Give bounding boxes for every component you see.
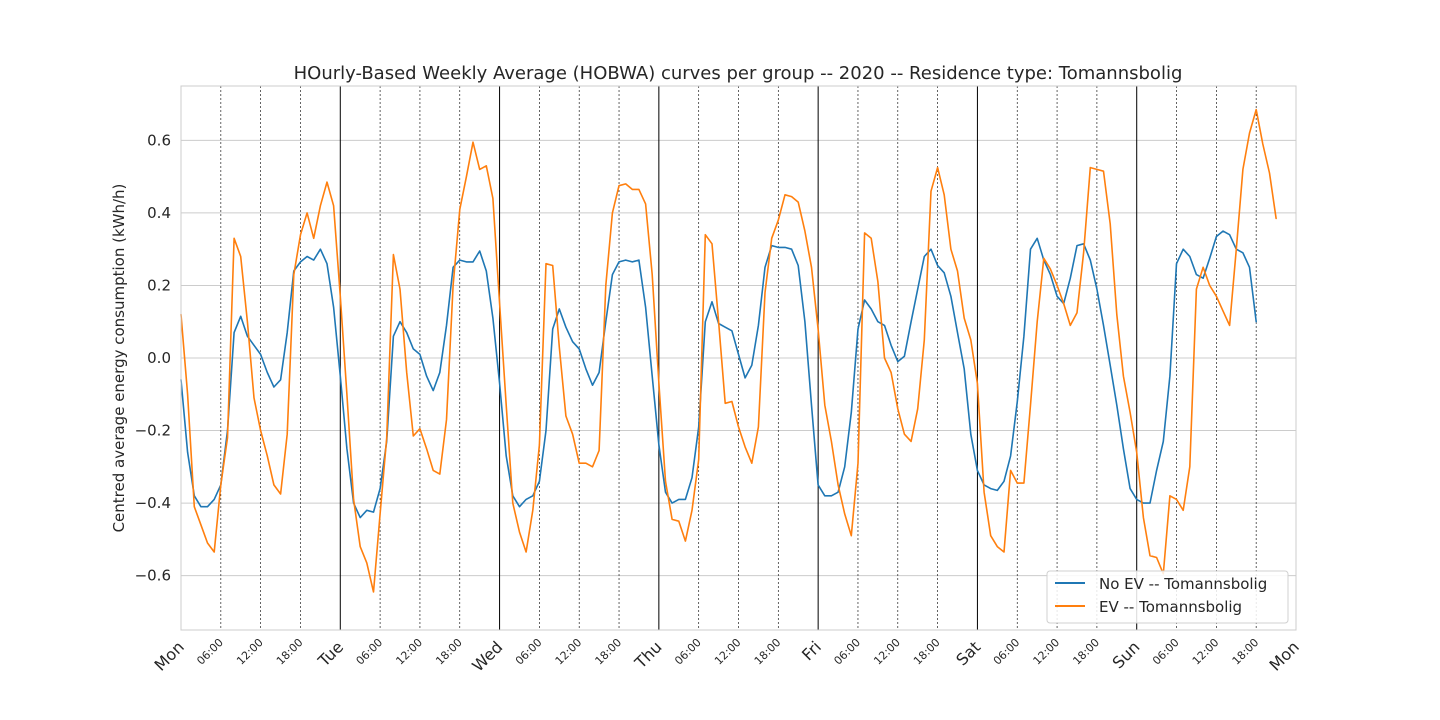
x-tick-label-hour: 18:00: [274, 636, 306, 668]
y-tick-label: 0.0: [147, 349, 171, 367]
x-tick-label-hour: 12:00: [1031, 636, 1063, 668]
x-tick-label-hour: 18:00: [911, 636, 943, 668]
day-hour-separators: [220, 86, 1257, 630]
x-tick-label-hour: 06:00: [1150, 636, 1182, 668]
x-tick-label-day: Sat: [952, 637, 984, 669]
x-tick-label-hour: 18:00: [752, 636, 784, 668]
x-tick-label-day: Mon: [151, 637, 188, 674]
x-tick-label-hour: 06:00: [513, 636, 545, 668]
x-tick-label-hour: 06:00: [991, 636, 1023, 668]
legend-box: [1046, 570, 1289, 624]
x-tick-label-hour: 18:00: [1230, 636, 1262, 668]
x-tick-label-day: Wed: [468, 637, 506, 675]
x-tick-label-hour: 12:00: [712, 636, 744, 668]
y-tick-label: 0.4: [147, 204, 171, 222]
y-tick-label: −0.6: [135, 567, 171, 585]
x-tick-label-hour: 12:00: [871, 636, 903, 668]
x-tick-label-hour: 12:00: [234, 636, 266, 668]
x-tick-label-hour: 12:00: [1190, 636, 1222, 668]
x-tick-label-day: Thu: [630, 637, 665, 672]
x-tick-label-hour: 12:00: [553, 636, 585, 668]
y-tick-label: 0.6: [147, 131, 171, 149]
chart-title: HOurly-Based Weekly Average (HOBWA) curv…: [294, 63, 1183, 84]
x-tick-label-hour: 18:00: [1070, 636, 1102, 668]
y-tick-label: −0.4: [135, 494, 171, 512]
y-axis-label: Centred average energy consumption (kWh/…: [110, 184, 128, 533]
x-tick-label-day: Tue: [314, 637, 347, 670]
x-tick-label-day: Fri: [798, 637, 825, 664]
x-tick-label-hour: 06:00: [831, 636, 863, 668]
series-layer: [180, 108, 1277, 593]
x-tick-label-hour: 18:00: [433, 636, 465, 668]
y-tick-label: 0.2: [147, 276, 171, 294]
x-tick-label-day: Sun: [1109, 637, 1144, 672]
x-tick-label-hour: 06:00: [354, 636, 386, 668]
x-tick-label-hour: 12:00: [393, 636, 425, 668]
x-tick-label-hour: 06:00: [672, 636, 704, 668]
y-tick-label: −0.2: [135, 422, 171, 440]
legend-label-no-ev: No EV -- Tomannsbolig: [1099, 575, 1267, 593]
plot-frame: [180, 85, 1297, 631]
legend-label-ev: EV -- Tomannsbolig: [1099, 598, 1242, 616]
x-tick-label-hour: 18:00: [593, 636, 625, 668]
legend: No EV -- Tomannsbolig EV -- Tomannsbolig: [1046, 570, 1289, 624]
series-line-ev: [180, 108, 1277, 593]
y-axis-ticks: −0.6 −0.4 −0.2 0.0 0.2 0.4 0.6: [135, 131, 171, 584]
x-tick-label-day: Mon: [1266, 637, 1303, 674]
x-tick-label-hour: 06:00: [194, 636, 226, 668]
